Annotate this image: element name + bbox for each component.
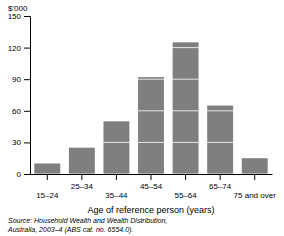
bar — [138, 77, 164, 174]
tick-label: 55–64 — [174, 191, 197, 200]
tick-label: 150 — [8, 12, 22, 21]
x-axis: 15–24 25–34 35–44 45–54 55–64 65–7475 and ove… — [31, 174, 277, 200]
chart: 0 30 60 90 120 150 15–24 25–34 35–44 45–54 55–64 65… — [0, 0, 284, 236]
tick: 75 and over — [234, 174, 277, 200]
tick: 0 — [17, 170, 30, 179]
grid-line — [30, 79, 272, 80]
tick: 65–74 — [209, 174, 232, 191]
tick-label: 30 — [12, 138, 21, 147]
plot: 0 30 60 90 120 150 15–24 25–34 35–44 45–54 55–64 65… — [8, 12, 277, 200]
tick-label: 35–44 — [105, 191, 128, 200]
tick: 90 — [12, 75, 30, 84]
axis-line — [24, 17, 31, 175]
bar — [207, 106, 233, 174]
tick: 150 — [8, 12, 30, 21]
tick-mark — [254, 174, 255, 180]
tick-mark — [151, 174, 152, 180]
tick-mark — [24, 79, 30, 80]
tick-label: 120 — [8, 44, 22, 53]
grid-line — [30, 110, 272, 111]
tick-mark — [24, 16, 30, 17]
tick-label: 90 — [12, 75, 21, 84]
grid-line — [30, 174, 272, 175]
y-axis: 0 30 60 90 120 150 — [8, 12, 31, 179]
tick: 25–34 — [71, 174, 94, 191]
tick: 15–24 — [36, 174, 59, 200]
tick-label: 75 and over — [234, 191, 277, 200]
bar — [173, 42, 199, 174]
tick-mark — [220, 174, 221, 180]
tick-mark — [81, 174, 82, 180]
grid-line — [30, 47, 272, 48]
tick: 60 — [12, 107, 30, 116]
tick: 45–54 — [140, 174, 163, 191]
source-line: Australia, 2003–4 (ABS cat. no. 6554.0). — [7, 226, 133, 234]
tick: 35–44 — [105, 174, 128, 200]
tick-label: 0 — [17, 170, 22, 179]
tick: 120 — [8, 44, 30, 53]
tick-label: 45–54 — [140, 182, 163, 191]
tick-mark — [185, 174, 186, 180]
tick-mark — [24, 48, 30, 49]
bar — [103, 121, 129, 174]
bar — [242, 158, 268, 174]
tick-label: 15–24 — [36, 191, 59, 200]
tick-mark — [24, 142, 30, 143]
tick-label: 60 — [12, 107, 21, 116]
tick-mark — [116, 174, 117, 180]
tick-label: 25–34 — [71, 182, 94, 191]
grid-line — [30, 142, 272, 143]
tick-label: 65–74 — [209, 182, 232, 191]
source-note: Source: Household Wealth and Wealth Dist… — [7, 217, 167, 234]
bar — [69, 148, 95, 174]
tick: 55–64 — [174, 174, 197, 200]
bars — [30, 16, 272, 174]
x-label: Age of reference person (years) — [87, 205, 214, 215]
source-line: Source: Household Wealth and Wealth Dist… — [8, 217, 167, 224]
y-label: $'000 — [8, 4, 28, 13]
tick-mark — [24, 111, 30, 112]
tick-mark — [47, 174, 48, 180]
grid-line — [30, 16, 272, 17]
tick: 30 — [12, 138, 30, 147]
tick-mark — [24, 174, 30, 175]
bar — [34, 163, 60, 174]
